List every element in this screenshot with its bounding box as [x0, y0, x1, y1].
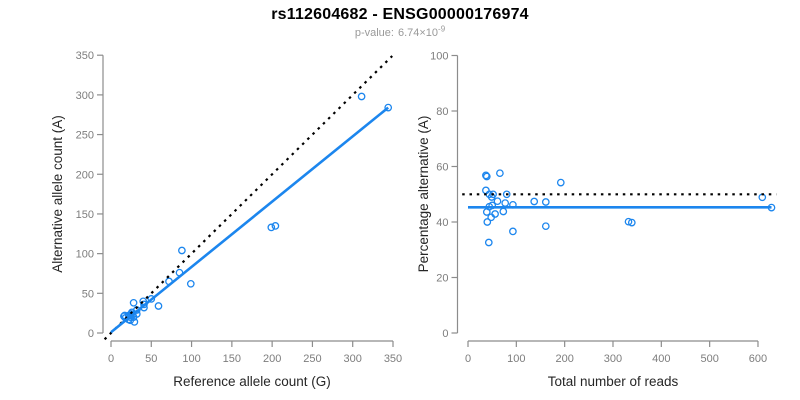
y-tick-label: 350: [76, 50, 94, 62]
data-point: [483, 218, 492, 226]
data-point: [357, 92, 366, 101]
figure-subtitle: p-value: 6.74×10-9: [0, 24, 800, 39]
y-tick-label: 20: [436, 273, 448, 285]
x-tick-label: 0: [465, 353, 471, 365]
x-tick-label: 0: [108, 353, 114, 365]
x-axis-title: Total number of reads: [548, 374, 679, 389]
data-point: [482, 171, 490, 180]
pvalue-label: p-value:: [354, 27, 394, 39]
x-tick-label: 350: [384, 353, 402, 365]
data-point: [627, 218, 636, 227]
x-tick-label: 150: [223, 353, 241, 365]
data-point: [130, 318, 139, 326]
data-point: [482, 172, 491, 181]
data-point: [154, 302, 163, 310]
y-tick-label: 60: [436, 162, 448, 174]
y-axis-title: Percentage alternative (A): [416, 116, 431, 273]
data-point: [267, 223, 276, 232]
x-tick-label: 300: [344, 353, 362, 365]
fit-line: [110, 106, 390, 334]
data-point: [489, 190, 497, 199]
data-point: [541, 222, 550, 231]
data-point: [499, 207, 508, 216]
data-point: [509, 227, 517, 236]
x-axis-title: Reference allele count (G): [173, 374, 331, 389]
data-point: [271, 222, 280, 230]
data-point: [530, 197, 539, 206]
y-tick-label: 50: [82, 288, 94, 300]
data-point: [556, 178, 565, 187]
x-tick-label: 250: [303, 353, 321, 365]
y-axis-title: Alternative allele count (A): [50, 115, 65, 273]
y-tick-label: 80: [436, 106, 448, 118]
data-point: [178, 246, 186, 255]
plot-allele-counts: 0 50 100 150 200 250 300 350 0 50 100 150 200 250 300 3…: [50, 50, 402, 389]
y-tick-label: 100: [76, 249, 94, 261]
y-tick-label: 0: [442, 328, 448, 340]
x-tick-label: 50: [145, 353, 157, 365]
data-point: [624, 217, 633, 226]
data-point: [129, 298, 138, 307]
data-point: [384, 103, 393, 112]
data-point: [493, 197, 502, 206]
pvalue-base: 6.74×10: [397, 27, 439, 39]
figure-title: rs112604682 - ENSG00000176974: [271, 6, 529, 23]
data-point: [484, 238, 493, 247]
x-tick-label: 200: [263, 353, 281, 365]
x-tick-label: 100: [507, 353, 525, 365]
figure-header: rs112604682 - ENSG00000176974 p-value: 6.…: [0, 6, 800, 39]
x-tick-label: 300: [604, 353, 622, 365]
y-tick-label: 300: [76, 90, 94, 102]
dotted-reference-line: [103, 55, 393, 341]
y-tick-label: 150: [76, 209, 94, 221]
y-tick-label: 0: [88, 328, 94, 340]
x-tick-label: 600: [749, 353, 767, 365]
x-tick-label: 400: [652, 353, 670, 365]
data-point: [482, 208, 491, 216]
data-point: [501, 199, 510, 207]
data-point: [491, 210, 499, 218]
x-tick-label: 500: [700, 353, 718, 365]
data-point: [496, 169, 504, 178]
data-point: [541, 198, 550, 206]
x-tick-label: 200: [555, 353, 573, 365]
data-point: [186, 279, 195, 288]
y-tick-label: 100: [430, 51, 448, 63]
y-tick-label: 40: [436, 217, 448, 229]
plot-percentage-alternative: 0 100 200 300 400 500 600 0 20 40 60 80 100 Total num…: [416, 51, 777, 389]
y-tick-label: 200: [76, 169, 94, 181]
y-tick-label: 250: [76, 130, 94, 142]
pvalue-exponent: -9: [438, 24, 446, 34]
data-point: [502, 190, 511, 199]
x-tick-label: 100: [182, 353, 200, 365]
data-point: [147, 295, 156, 303]
